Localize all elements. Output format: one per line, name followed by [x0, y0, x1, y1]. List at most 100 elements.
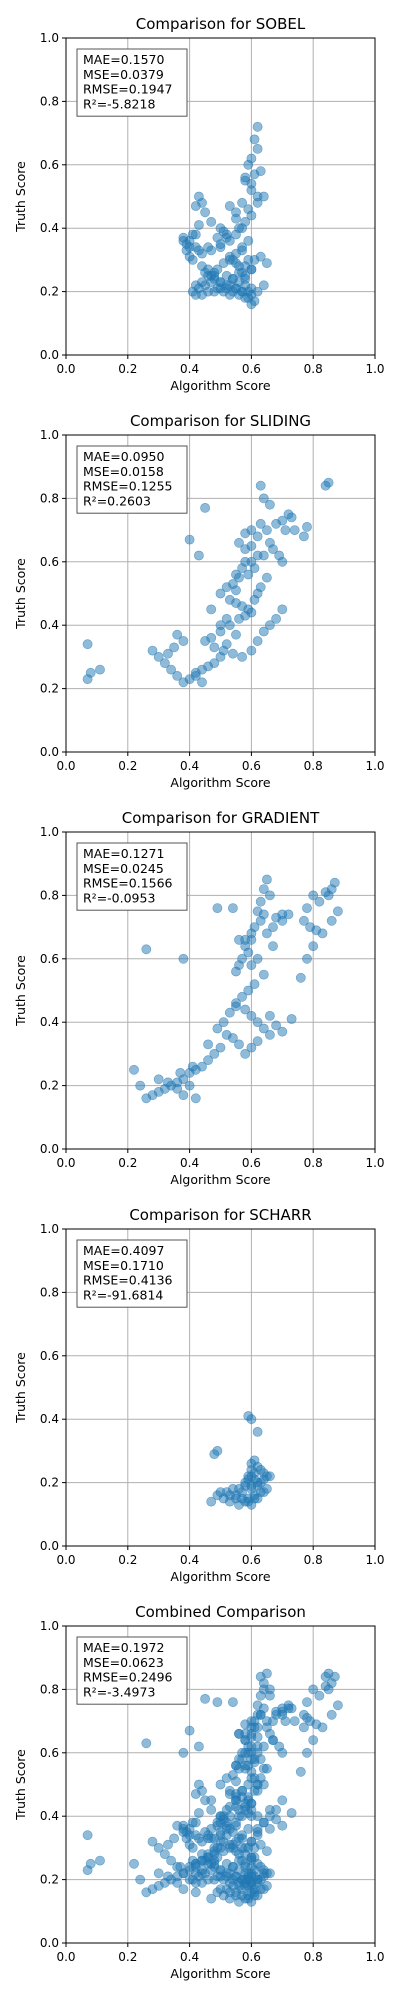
data-point [209, 1049, 220, 1059]
data-point [261, 572, 272, 583]
data-point [255, 582, 266, 593]
data-point [280, 525, 291, 535]
x-tick-label: 1.0 [365, 759, 384, 773]
data-point [286, 1014, 297, 1024]
y-tick-label: 0.6 [40, 952, 59, 966]
data-point [271, 1020, 281, 1031]
data-point [203, 1833, 213, 1844]
x-tick-label: 0.8 [304, 1950, 323, 1964]
data-point [246, 1754, 257, 1764]
data-point [237, 652, 247, 662]
data-point [277, 556, 288, 567]
data-point [271, 614, 281, 624]
data-point [314, 896, 325, 907]
data-point [308, 1735, 319, 1745]
data-point [227, 273, 238, 284]
data-point [277, 1795, 288, 1806]
scatter-points [178, 121, 272, 310]
data-point [200, 1694, 210, 1704]
data-point [172, 1877, 183, 1888]
data-point [252, 143, 263, 154]
data-point [221, 639, 232, 650]
data-point [277, 1026, 288, 1037]
data-point [215, 239, 226, 249]
stats-line: MAE=0.4097 [83, 1243, 164, 1258]
data-point [308, 890, 319, 901]
x-tick-label: 1.0 [365, 1156, 384, 1170]
data-point [187, 1843, 198, 1853]
data-point [227, 1862, 238, 1872]
data-point [200, 207, 210, 218]
plot-frame [65, 37, 376, 356]
data-point [178, 1747, 189, 1758]
data-point [264, 1471, 275, 1482]
scatter-points [82, 1668, 343, 1907]
data-point [277, 1820, 288, 1831]
chart-panel-4: 0.0 0.2 0.4 0.6 0.8 1.0 0.0 0.2 0.4 0.6 0.8 1.0 Comp… [13, 1206, 385, 1584]
data-point [243, 1779, 254, 1790]
data-point [221, 232, 232, 243]
data-point [320, 887, 331, 898]
data-point [240, 270, 251, 281]
data-point [286, 512, 297, 523]
data-point [314, 1690, 325, 1701]
data-point [175, 1862, 186, 1872]
data-point [302, 522, 312, 532]
data-point [255, 1690, 266, 1701]
data-point [243, 204, 254, 215]
y-tick-label: 0.6 [40, 1746, 59, 1760]
stats-box [76, 445, 188, 514]
data-point [129, 1064, 139, 1075]
data-point [268, 922, 278, 932]
data-point [197, 677, 207, 688]
data-point [178, 953, 189, 964]
data-point [184, 1725, 195, 1736]
data-point [237, 991, 247, 1002]
y-tick-label: 0.0 [40, 745, 59, 759]
chart-title: Combined Comparison [135, 1603, 306, 1621]
chart-panel-3: 0.0 0.2 0.4 0.6 0.8 1.0 0.0 0.2 0.4 0.6 0.8 1.0 Comp… [13, 809, 385, 1187]
data-point [240, 172, 251, 183]
data-point [82, 674, 93, 684]
data-point [243, 1471, 254, 1482]
data-point [243, 985, 254, 996]
y-tick-label: 0.8 [40, 888, 59, 902]
data-point [227, 648, 238, 659]
data-point [237, 223, 247, 234]
data-point [203, 242, 213, 253]
data-point [163, 1077, 173, 1088]
data-point [243, 947, 254, 958]
data-point [246, 1836, 257, 1847]
data-point [129, 1858, 139, 1869]
stats-line: RMSE=0.4136 [83, 1273, 173, 1288]
data-point [252, 121, 263, 132]
data-point [320, 1681, 331, 1692]
data-point [218, 1811, 229, 1822]
plot-frame [65, 831, 376, 1150]
x-tick-label: 0.8 [304, 362, 323, 376]
data-point [255, 1839, 266, 1850]
x-tick-label: 0.6 [242, 362, 261, 376]
x-axis-label: Algorithm Score [170, 775, 271, 790]
x-tick-label: 0.0 [56, 362, 75, 376]
y-tick-label: 0.2 [40, 682, 59, 696]
chart-panel-2: 0.0 0.2 0.4 0.6 0.8 1.0 0.0 0.2 0.4 0.6 0.8 1.0 Comp… [13, 412, 385, 790]
data-point [175, 1068, 186, 1078]
data-point [234, 1833, 244, 1844]
x-tick-label: 1.0 [365, 1553, 384, 1567]
data-point [237, 1487, 247, 1497]
data-point [237, 197, 247, 208]
data-point [178, 677, 189, 688]
stats-box [76, 842, 188, 911]
data-point [147, 1836, 158, 1847]
data-point [261, 928, 272, 939]
data-point [264, 1030, 275, 1040]
stats-line: R²=0.2603 [83, 493, 151, 508]
data-point [268, 1735, 278, 1745]
data-point [190, 1093, 201, 1104]
data-point [227, 1827, 238, 1837]
data-point [252, 1017, 263, 1028]
data-point [243, 1824, 254, 1834]
data-point [206, 1805, 217, 1815]
stats-line: RMSE=0.1255 [83, 479, 173, 494]
